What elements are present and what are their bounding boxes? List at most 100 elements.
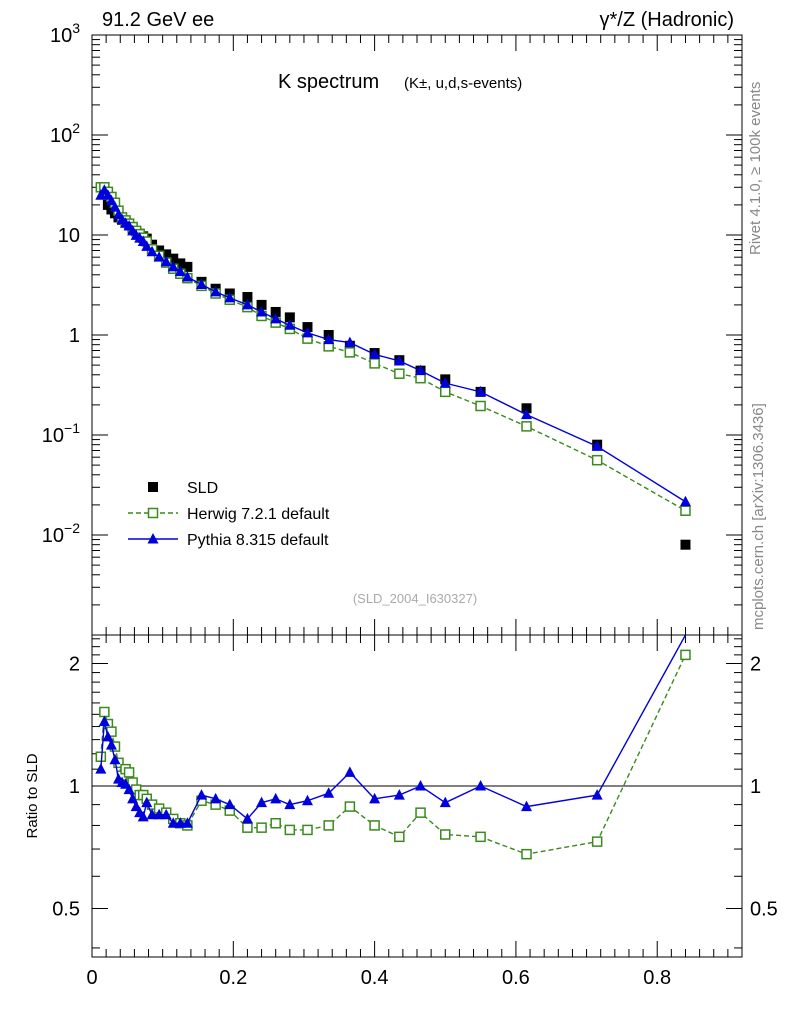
legend-marker <box>147 533 159 544</box>
herwig-point <box>591 454 603 466</box>
sld-point <box>168 253 179 264</box>
pythia-point <box>224 291 236 303</box>
herwig-point <box>680 505 691 516</box>
sld-point <box>521 403 532 414</box>
ratio-herwig-point <box>99 706 110 718</box>
sld-point <box>680 539 691 550</box>
ratio-herwig-point <box>680 649 691 661</box>
ratio-herwig-point <box>369 820 380 831</box>
pythia-point <box>679 495 691 507</box>
pythia-point <box>344 336 356 348</box>
ratio-pythia-point <box>109 753 121 765</box>
pythia-point <box>256 305 268 317</box>
ratio-pythia-point <box>270 792 282 804</box>
pythia-point <box>284 319 296 330</box>
rivet-version-label: Rivet 4.1.0, ≥ 100k events <box>747 82 764 255</box>
analysis-id-label: (SLD_2004_I630327) <box>353 591 477 606</box>
x-tick-label: 0.2 <box>219 967 247 989</box>
ratio-pythia-point <box>98 715 110 727</box>
pythia-point <box>323 333 335 345</box>
ratio-herwig-point <box>323 820 334 831</box>
legend-marker <box>148 482 158 492</box>
ratio-pythia-point <box>181 817 193 828</box>
ratio-herwig-point <box>302 824 313 836</box>
chart-title: K spectrum <box>278 71 379 93</box>
pythia-point <box>210 285 222 297</box>
sld-point <box>175 258 186 269</box>
ratio-herwig-point <box>591 836 603 847</box>
ratio-herwig-point <box>123 767 135 778</box>
legend: SLD Herwig 7.2.1 default Pythia 8.315 defa… <box>128 480 330 549</box>
ratio-y-tick-label: 0.5 <box>750 898 778 920</box>
pythia-point <box>160 255 172 267</box>
energy-label: 91.2 GeV ee <box>102 9 214 31</box>
x-tick-label: 0.4 <box>361 967 389 989</box>
ratio-y-tick-label: 2 <box>69 654 80 676</box>
ratio-herwig-point <box>521 848 532 860</box>
ratio-herwig-point <box>475 831 486 843</box>
ratio-herwig-point <box>270 817 281 829</box>
ratio-pythia-point <box>256 796 268 808</box>
sld-point <box>154 245 165 256</box>
sld-point <box>182 261 193 272</box>
ratio-series <box>95 634 691 860</box>
ratio-pythia-point <box>415 779 427 791</box>
pythia-point <box>241 298 253 310</box>
y-tick-label: 103 <box>50 20 80 47</box>
ratio-pythia-point <box>141 796 153 808</box>
pythia-point <box>181 271 193 282</box>
ratio-pythia-point <box>323 787 335 798</box>
sld-point <box>161 249 172 260</box>
pythia-point <box>270 312 282 324</box>
ratio-pythia-point <box>224 798 236 810</box>
ratio-pythia-point <box>174 817 186 828</box>
legend-label: Pythia 8.315 default <box>187 532 329 549</box>
ratio-pythia-point <box>146 808 158 820</box>
ratio-pythia-point <box>127 792 139 804</box>
pythia-point <box>141 240 153 251</box>
pythia-point <box>591 440 603 451</box>
pythia-point <box>475 385 487 397</box>
pythia-point <box>369 348 381 359</box>
ratio-y-axis-label: Ratio to SLD <box>24 753 41 838</box>
ratio-pythia-point <box>95 763 107 774</box>
ratio-pythia-point <box>123 783 135 795</box>
herwig-point <box>521 421 532 432</box>
y-tick-label: 10−2 <box>42 520 80 547</box>
ratio-frame <box>91 634 743 958</box>
sld-point <box>256 299 267 310</box>
ratio-pythia-point <box>102 730 114 742</box>
pythia-point <box>301 326 313 338</box>
main-series <box>95 182 691 550</box>
ratio-herwig-point <box>394 831 405 843</box>
herwig-point <box>475 400 486 412</box>
pythia-point <box>109 201 121 212</box>
legend-marker <box>147 507 159 519</box>
ratio-pythia-point <box>210 792 222 804</box>
pythia-point <box>439 377 451 388</box>
ratio-y-tick-label: 2 <box>750 654 761 676</box>
pythia-point <box>146 245 158 257</box>
pythia-point <box>393 354 405 366</box>
herwig-point <box>344 347 356 358</box>
pythia-point <box>174 265 186 277</box>
ratio-pythia-point <box>521 800 533 812</box>
ratio-ticks: 0 0.2 0.4 0.6 0.8 2 2 1 1 0.5 0.5 <box>52 635 778 989</box>
chart-subtitle: (K±, u,d,s-events) <box>404 75 522 92</box>
ratio-pythia-point <box>241 812 253 824</box>
ratio-pythia-point <box>105 739 117 750</box>
ratio-pythia-point <box>344 766 356 777</box>
pythia-point <box>415 364 427 376</box>
ratio-y-tick-label: 0.5 <box>52 898 80 920</box>
sld-point <box>284 312 295 323</box>
ratio-herwig-point <box>256 822 267 833</box>
x-tick-label: 0.6 <box>502 967 530 989</box>
ratio-pythia-point <box>591 789 603 800</box>
ratio-herwig-point <box>242 822 253 833</box>
ratio-pythia-point <box>160 808 172 820</box>
y-tick-label: 1 <box>69 325 80 347</box>
ratio-herwig-point <box>440 829 451 840</box>
